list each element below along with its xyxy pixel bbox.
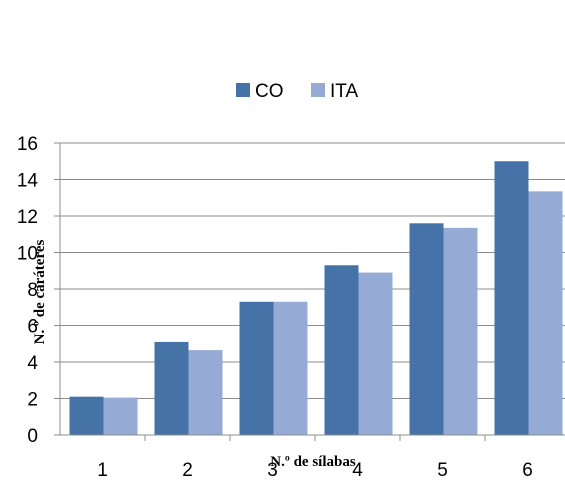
legend: CO ITA bbox=[236, 81, 358, 102]
y-tick-label: 8 bbox=[27, 280, 38, 301]
y-tick-label: 4 bbox=[27, 353, 38, 374]
x-tick-label: 5 bbox=[437, 460, 448, 480]
gridlines bbox=[60, 142, 565, 399]
x-axis-title: N.º de sílabas bbox=[270, 454, 356, 470]
y-tick-label: 12 bbox=[17, 207, 38, 228]
bar-co-5 bbox=[409, 223, 444, 435]
y-tick-label: 6 bbox=[27, 317, 38, 338]
x-tick-label: 1 bbox=[97, 460, 108, 480]
x-tick-label: 2 bbox=[182, 460, 193, 480]
y-tick-labels: 0 2 4 6 8 10 12 14 16 bbox=[17, 134, 39, 447]
x-tick-labels: 1 2 3 4 5 6 bbox=[97, 460, 533, 480]
y-tick-label: 0 bbox=[27, 426, 38, 447]
bar-co-1 bbox=[69, 396, 104, 435]
bar-co-6 bbox=[494, 161, 529, 435]
bar-ita-1 bbox=[103, 397, 138, 435]
bar-co-3 bbox=[239, 301, 274, 435]
axes bbox=[54, 142, 565, 441]
legend-swatch-ita bbox=[311, 83, 325, 97]
y-tick-label: 14 bbox=[17, 171, 39, 192]
legend-label-co: CO bbox=[255, 81, 284, 102]
bar-ita-4 bbox=[358, 272, 393, 435]
bar-ita-6 bbox=[528, 191, 563, 435]
bar-co-2 bbox=[154, 341, 189, 435]
legend-swatch-co bbox=[236, 83, 250, 97]
bar-ita-5 bbox=[443, 227, 478, 435]
y-tick-label: 16 bbox=[17, 134, 38, 155]
x-tick-label: 6 bbox=[522, 460, 533, 480]
bar-ita-3 bbox=[273, 301, 308, 435]
legend-label-ita: ITA bbox=[330, 81, 358, 102]
bar-co-4 bbox=[324, 265, 359, 435]
y-tick-label: 2 bbox=[27, 390, 38, 411]
y-axis-title: N. º de caráteres bbox=[32, 240, 48, 345]
x-tick-label: 3 bbox=[267, 460, 278, 480]
bar-ita-2 bbox=[188, 350, 223, 435]
bars bbox=[69, 161, 563, 435]
x-tick-label: 4 bbox=[352, 460, 363, 480]
y-tick-label: 10 bbox=[17, 244, 38, 265]
